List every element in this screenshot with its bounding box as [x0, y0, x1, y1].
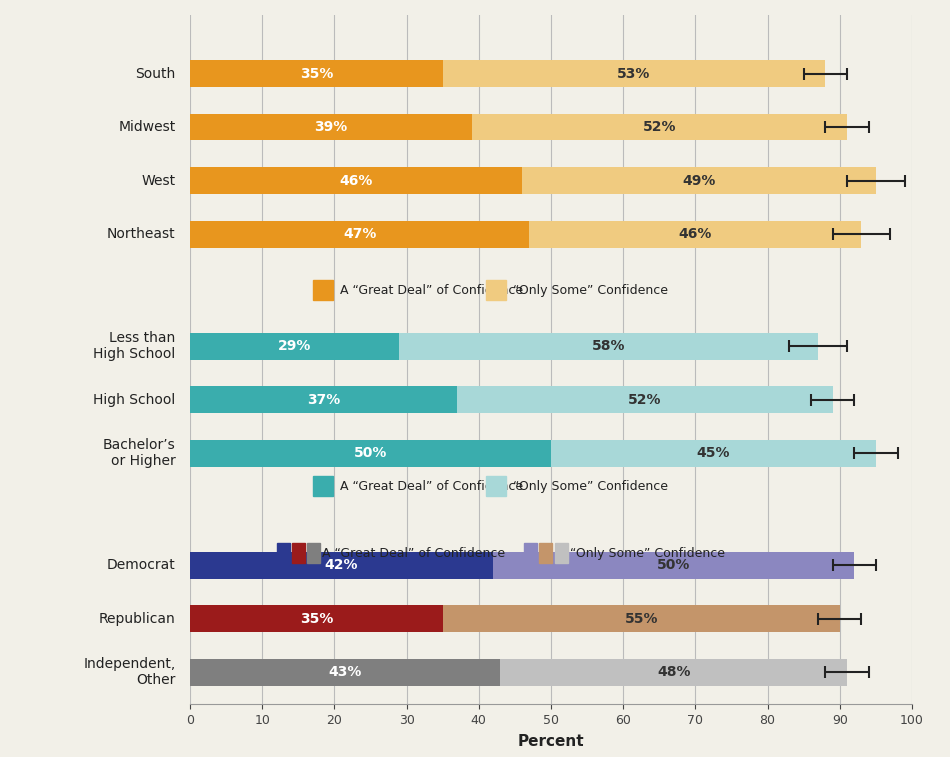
Text: 43%: 43%: [329, 665, 362, 679]
Text: 35%: 35%: [299, 612, 333, 626]
Bar: [292, 544, 305, 562]
Text: Democrat: Democrat: [106, 558, 176, 572]
Text: Midwest: Midwest: [119, 120, 176, 134]
Text: 37%: 37%: [307, 393, 340, 407]
Bar: [313, 280, 332, 301]
Bar: [190, 60, 443, 87]
X-axis label: Percent: Percent: [518, 734, 584, 749]
Bar: [190, 659, 501, 686]
Bar: [190, 440, 551, 466]
Text: South: South: [135, 67, 176, 80]
Text: A “Great Deal” of Confidence: A “Great Deal” of Confidence: [340, 480, 523, 493]
Text: A “Great Deal” of Confidence: A “Great Deal” of Confidence: [322, 547, 505, 559]
Bar: [313, 476, 332, 497]
Bar: [190, 221, 529, 248]
Bar: [190, 333, 399, 360]
Text: 46%: 46%: [678, 227, 712, 241]
Text: “Only Some” Confidence: “Only Some” Confidence: [513, 284, 669, 297]
Text: High School: High School: [93, 393, 176, 407]
Text: Independent,
Other: Independent, Other: [84, 657, 176, 687]
Text: Less than
High School: Less than High School: [93, 331, 176, 361]
Text: 35%: 35%: [299, 67, 333, 80]
Text: 50%: 50%: [657, 558, 691, 572]
Text: 50%: 50%: [353, 447, 388, 460]
Bar: [529, 221, 862, 248]
Text: “Only Some” Confidence: “Only Some” Confidence: [513, 480, 669, 493]
Bar: [551, 440, 876, 466]
Text: 39%: 39%: [314, 120, 348, 134]
Bar: [471, 114, 847, 141]
Text: 53%: 53%: [618, 67, 651, 80]
Text: Bachelor’s
or Higher: Bachelor’s or Higher: [103, 438, 176, 469]
Bar: [190, 114, 471, 141]
Text: 45%: 45%: [696, 447, 731, 460]
Text: Northeast: Northeast: [107, 227, 176, 241]
Text: Republican: Republican: [99, 612, 176, 626]
Text: 29%: 29%: [278, 339, 312, 354]
Text: 47%: 47%: [343, 227, 376, 241]
Bar: [443, 60, 826, 87]
Bar: [555, 544, 567, 562]
Bar: [522, 167, 876, 194]
Bar: [307, 544, 320, 562]
Bar: [486, 476, 506, 497]
Bar: [540, 544, 553, 562]
Text: 46%: 46%: [339, 173, 372, 188]
Text: West: West: [142, 173, 176, 188]
Bar: [501, 659, 847, 686]
Bar: [190, 386, 457, 413]
Bar: [399, 333, 818, 360]
Bar: [486, 280, 506, 301]
Text: A “Great Deal” of Confidence: A “Great Deal” of Confidence: [340, 284, 523, 297]
Text: 52%: 52%: [628, 393, 661, 407]
Text: 55%: 55%: [624, 612, 658, 626]
Text: “Only Some” Confidence: “Only Some” Confidence: [570, 547, 725, 559]
Text: 52%: 52%: [642, 120, 676, 134]
Text: 58%: 58%: [592, 339, 625, 354]
Bar: [276, 544, 290, 562]
Bar: [493, 552, 854, 578]
Bar: [443, 606, 840, 632]
Bar: [190, 167, 522, 194]
Bar: [190, 606, 443, 632]
Bar: [524, 544, 538, 562]
Text: 48%: 48%: [657, 665, 691, 679]
Text: 49%: 49%: [682, 173, 715, 188]
Bar: [190, 552, 493, 578]
Bar: [457, 386, 832, 413]
Text: 42%: 42%: [325, 558, 358, 572]
